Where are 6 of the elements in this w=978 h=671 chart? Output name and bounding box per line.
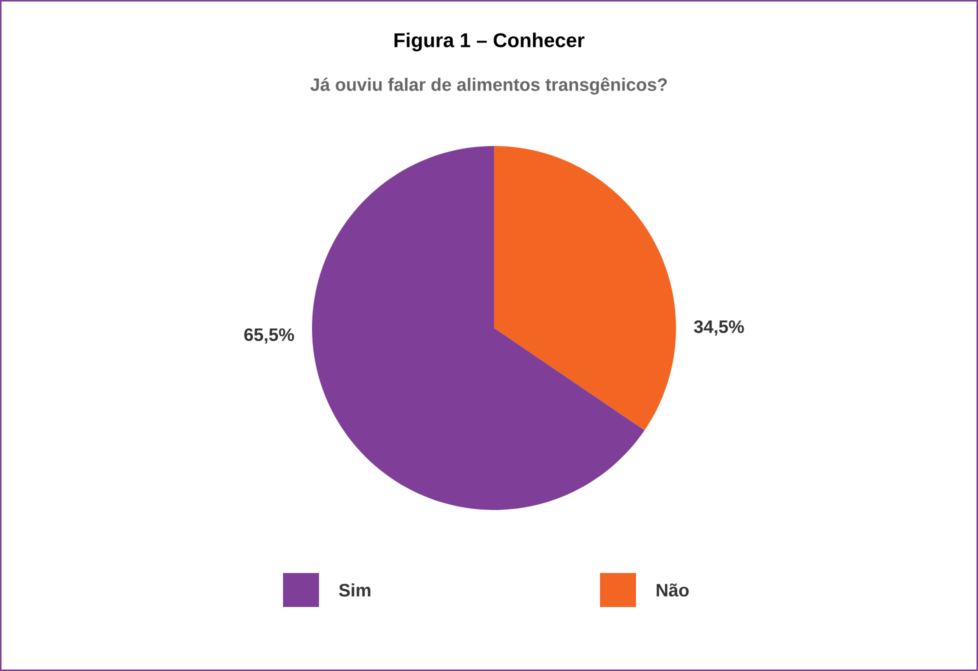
chart-subtitle: Já ouviu falar de alimentos transgênicos?: [310, 77, 667, 95]
data-label: 65,5%: [244, 328, 294, 344]
data-label: 34,5%: [694, 320, 744, 336]
chart-title: Figura 1 – Conhecer: [394, 32, 584, 52]
legend-label: Não: [656, 583, 689, 597]
legend-label: Sim: [339, 583, 370, 597]
